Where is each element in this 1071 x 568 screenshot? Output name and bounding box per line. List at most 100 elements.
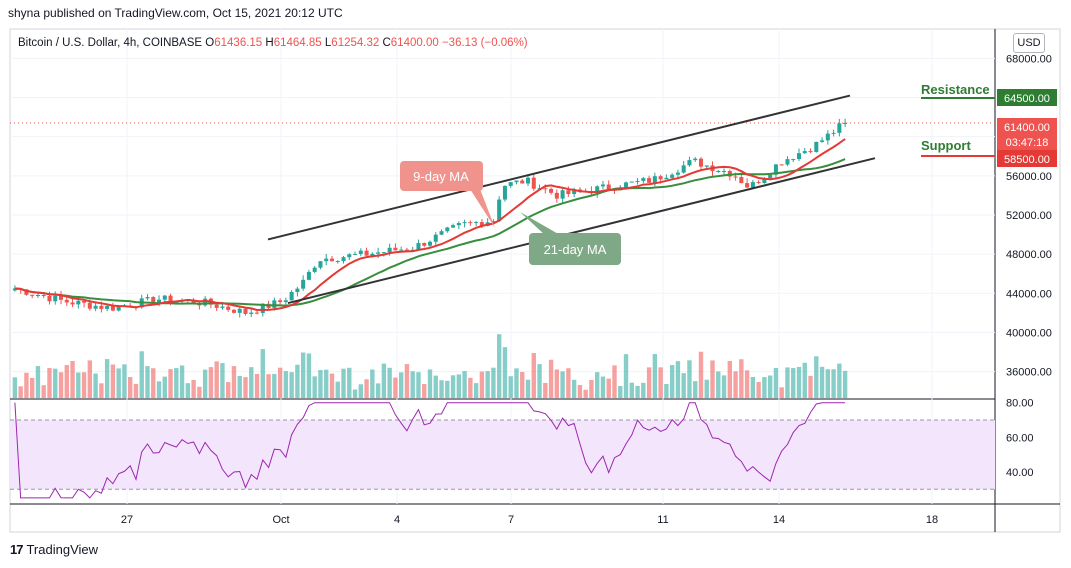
- volume-bar: [341, 368, 346, 398]
- volume-bar: [24, 372, 29, 398]
- candle-body: [825, 133, 830, 141]
- volume-bar: [398, 372, 404, 398]
- candle-body: [237, 308, 242, 313]
- volume-bar: [277, 367, 283, 398]
- volume-bar: [47, 368, 52, 398]
- candle-body: [110, 305, 115, 311]
- volume-bar: [710, 360, 715, 398]
- candle-body: [658, 176, 663, 180]
- candle-body: [370, 253, 375, 256]
- candle-body: [635, 180, 640, 182]
- volume-bar: [462, 371, 467, 398]
- volume-bar: [767, 375, 773, 398]
- volume-bar: [29, 377, 35, 398]
- volume-bar: [439, 380, 444, 398]
- candle-body: [572, 189, 577, 195]
- volume-bar: [595, 372, 600, 398]
- candle-body: [335, 261, 340, 263]
- candle-body: [243, 308, 248, 314]
- candle-body: [249, 312, 254, 314]
- ma21-callout-pointer: [520, 212, 560, 235]
- volume-bar: [272, 373, 277, 398]
- channel-lower-line: [287, 157, 876, 305]
- symbol-field: Bitcoin / U.S. Dollar, 4h, COINBASE: [18, 37, 202, 49]
- volume-bar: [629, 382, 634, 398]
- rsi-tick-label: 60.00: [1006, 432, 1034, 444]
- time-tick-label: 4: [394, 514, 400, 526]
- resistance-label: Resistance: [921, 82, 990, 97]
- volume-bar: [658, 367, 663, 398]
- candle-body: [231, 309, 236, 313]
- candle-body: [451, 225, 456, 228]
- volume-bar: [693, 381, 698, 398]
- candle-body: [445, 227, 450, 232]
- candle-body: [289, 291, 294, 301]
- candle-body: [70, 302, 75, 305]
- candle-body: [629, 181, 634, 183]
- volume-bar: [133, 383, 139, 398]
- candle-body: [727, 170, 732, 177]
- volume-bar: [704, 379, 709, 398]
- volume-bar: [139, 351, 144, 398]
- candle-body: [145, 297, 150, 299]
- volume-bar: [520, 372, 525, 398]
- volume-bar: [842, 370, 848, 398]
- volume-bar: [646, 367, 652, 398]
- symbol-field: 61436.15: [214, 37, 265, 49]
- candle-body: [600, 184, 605, 187]
- candle-body: [814, 141, 819, 153]
- volume-bar: [468, 377, 473, 398]
- candle-body: [358, 250, 363, 254]
- ma21-callout-box: [529, 233, 621, 265]
- volume-bar: [99, 383, 104, 398]
- support-price-tag: [997, 150, 1057, 167]
- volume-bar: [554, 369, 560, 398]
- footer-brand[interactable]: 17 TradingView: [10, 542, 98, 557]
- candle-body: [549, 188, 554, 193]
- candle-body: [566, 190, 571, 195]
- volume-bar: [76, 372, 81, 398]
- candle-body: [30, 294, 35, 296]
- volume-bar: [739, 359, 744, 398]
- volume-bar: [151, 368, 156, 398]
- candle-body: [554, 192, 559, 199]
- price-tick-label: 36000.00: [1006, 367, 1052, 379]
- support-price-text: 58500.00: [1004, 154, 1050, 166]
- volume-bar: [81, 372, 87, 398]
- candle-body: [387, 247, 392, 253]
- volume-bar: [387, 367, 392, 398]
- symbol-info: Bitcoin / U.S. Dollar, 4h, COINBASE O614…: [18, 37, 528, 49]
- candle-body: [595, 186, 600, 194]
- candle-body: [162, 295, 167, 300]
- volume-bar: [231, 366, 237, 398]
- volume-bar: [393, 377, 398, 398]
- price-tick-label: 52000.00: [1006, 210, 1052, 222]
- candle-body: [773, 164, 778, 175]
- volume-bar: [508, 376, 513, 398]
- candle-body: [647, 178, 652, 183]
- time-tick-label: 14: [773, 514, 785, 526]
- volume-bar: [329, 373, 335, 398]
- symbol-field: −36.13 (−0.06%): [442, 37, 528, 49]
- volume-bar: [145, 366, 150, 398]
- volume-bar: [600, 376, 606, 398]
- candle-body: [508, 182, 513, 186]
- candle-body: [779, 164, 784, 166]
- candle-body: [393, 247, 398, 251]
- candle-body: [468, 222, 473, 224]
- candle-body: [404, 249, 409, 251]
- volume-bar: [422, 383, 427, 398]
- candle-body: [624, 182, 629, 189]
- candle-body: [220, 306, 225, 308]
- candle-body: [87, 302, 92, 309]
- volume-bar: [254, 373, 260, 398]
- volume-bar: [802, 362, 807, 398]
- candle-body: [802, 151, 807, 154]
- volume-bar: [825, 369, 831, 398]
- volume-bar: [122, 364, 127, 398]
- currency-button[interactable]: USD: [1013, 33, 1045, 53]
- volume-bar: [295, 364, 300, 398]
- volume-bar: [64, 365, 69, 398]
- volume-bar: [721, 375, 727, 398]
